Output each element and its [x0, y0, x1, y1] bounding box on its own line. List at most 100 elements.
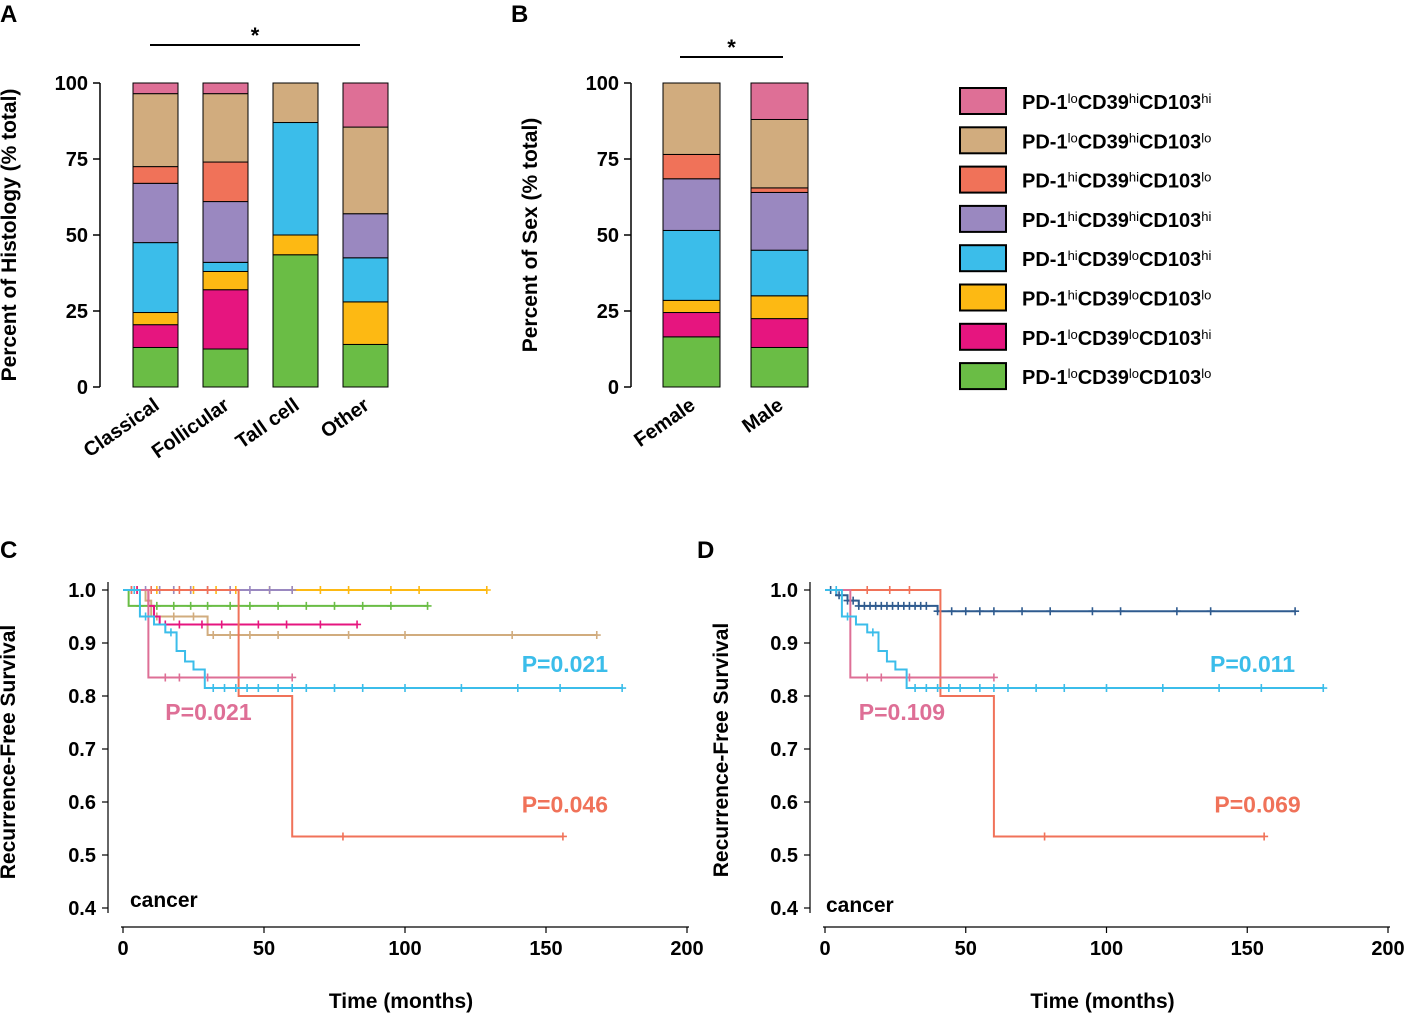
legend-label-part: lo	[1201, 288, 1211, 303]
y-tick-label: 0.5	[68, 845, 96, 867]
x-tick-label: 200	[670, 938, 703, 960]
censor-mark	[922, 684, 931, 693]
panel-label-a: A	[0, 1, 17, 28]
y-tick-label: 25	[597, 301, 619, 323]
legend-label-part: hi	[1129, 170, 1139, 185]
y-axis-label: Percent of Histology (% total)	[0, 89, 21, 382]
chart-c: 0.4 0.5 0.6 0.7 0.8 0.9 1.0 0 50 100 150 200 Time (m…	[0, 580, 704, 1013]
legend-label-part: lo	[1201, 130, 1211, 145]
cancer-label: cancer	[130, 889, 198, 912]
y-tick-label: 0	[77, 377, 88, 399]
censor-mark	[885, 586, 894, 594]
legend-label-part: CD39	[1078, 210, 1129, 232]
legend-label: PD-1hiCD39hiCD103hi	[1022, 209, 1211, 232]
bar-a-classical-seg6	[132, 93, 179, 168]
censor-mark	[226, 631, 235, 640]
legend-swatch	[959, 283, 1007, 312]
legend-label-part: CD103	[1139, 131, 1201, 153]
significance-star: *	[727, 35, 736, 60]
censor-mark	[344, 586, 353, 594]
bar-a-other-seg4	[342, 213, 389, 259]
censor-mark	[288, 684, 297, 693]
censor-mark	[189, 612, 198, 621]
x-tick-label: Tall cell	[232, 394, 304, 453]
censor-mark	[401, 631, 409, 640]
legend-label: PD-1hiCD39hiCD103lo	[1022, 170, 1211, 193]
censor-mark	[558, 832, 567, 841]
bar-a-follicular-seg7	[202, 82, 249, 95]
censor-mark	[832, 586, 841, 594]
legend-label-part: hi	[1129, 130, 1139, 145]
censor-mark	[330, 684, 339, 693]
censor-mark	[169, 612, 178, 621]
x-tick-label: Follicular	[148, 394, 234, 463]
y-tick-label: 75	[597, 149, 619, 171]
legend-label: PD-1loCD39loCD103lo	[1022, 366, 1211, 389]
p-value-annotation: P=0.021	[522, 651, 609, 677]
y-tick-label: 75	[66, 149, 88, 171]
censor-mark	[226, 601, 235, 610]
legend-label: PD-1hiCD39loCD103lo	[1022, 288, 1211, 311]
censor-mark	[1046, 607, 1055, 616]
legend-label-part: CD39	[1078, 328, 1129, 350]
y-tick-label: 0.5	[770, 845, 798, 867]
bar-b-female-seg3	[662, 229, 721, 301]
censor-mark	[1257, 684, 1266, 693]
legend-label-part: hi	[1201, 91, 1211, 106]
censor-mark	[288, 586, 297, 594]
censor-mark	[1215, 684, 1224, 693]
legend-label-part: lo	[1129, 327, 1139, 342]
legend-label-part: lo	[1068, 327, 1078, 342]
censor-mark	[130, 586, 139, 594]
panel-label-d: D	[697, 537, 714, 564]
y-tick-label: 25	[66, 301, 88, 323]
censor-mark	[358, 601, 367, 610]
censor-mark	[254, 684, 263, 693]
censor-mark	[175, 586, 184, 594]
legend-label-part: lo	[1129, 288, 1139, 303]
bar-a-follicular-seg4	[202, 201, 249, 263]
legend-label-part: CD39	[1078, 171, 1129, 193]
censor-mark	[316, 620, 325, 629]
censor-mark	[358, 684, 367, 693]
censor-mark	[415, 586, 424, 594]
legend-label-part: PD-1	[1022, 289, 1068, 311]
legend-label-part: lo	[1129, 248, 1139, 263]
censor-mark	[243, 684, 252, 693]
y-tick-label: 0.9	[770, 633, 798, 655]
x-tick-label: 0	[117, 938, 128, 960]
censor-mark	[1260, 832, 1269, 841]
legend-label-part: lo	[1129, 366, 1139, 381]
censor-mark	[618, 684, 627, 693]
censor-mark	[209, 684, 218, 693]
y-tick-label: 0.6	[68, 792, 96, 814]
legend-label-part: hi	[1129, 91, 1139, 106]
censor-mark	[274, 684, 283, 693]
censor-mark	[1102, 684, 1111, 693]
legend-label-part: CD103	[1139, 92, 1201, 114]
censor-mark	[282, 620, 291, 629]
legend-label-part: CD103	[1139, 210, 1201, 232]
bar-a-classical-seg4	[132, 182, 179, 244]
bar-b-female-seg6	[662, 82, 721, 155]
censor-mark	[245, 601, 254, 610]
legend-label: PD-1loCD39hiCD103lo	[1022, 130, 1211, 153]
censor-mark	[863, 673, 872, 682]
y-tick-label: 0.9	[68, 633, 96, 655]
legend-swatch	[959, 126, 1007, 155]
legend-label-part: PD-1	[1022, 328, 1068, 350]
bar-a-other-seg6	[342, 126, 389, 215]
censor-mark	[217, 620, 226, 629]
bar-a-follicular-seg3	[202, 261, 249, 272]
y-tick-label: 0.4	[68, 898, 97, 920]
censor-mark	[911, 684, 920, 693]
censor-mark	[1088, 607, 1097, 616]
x-tick-label: Other	[317, 394, 373, 443]
legend-swatch	[959, 244, 1007, 273]
y-tick-label: 50	[597, 225, 619, 247]
y-tick-label: 0.7	[770, 739, 798, 761]
legend: PD-1loCD39hiCD103hiPD-1loCD39hiCD103loPD…	[959, 87, 1211, 391]
p-value-annotation: P=0.046	[522, 792, 608, 818]
bar-b-male-seg5	[750, 187, 809, 193]
